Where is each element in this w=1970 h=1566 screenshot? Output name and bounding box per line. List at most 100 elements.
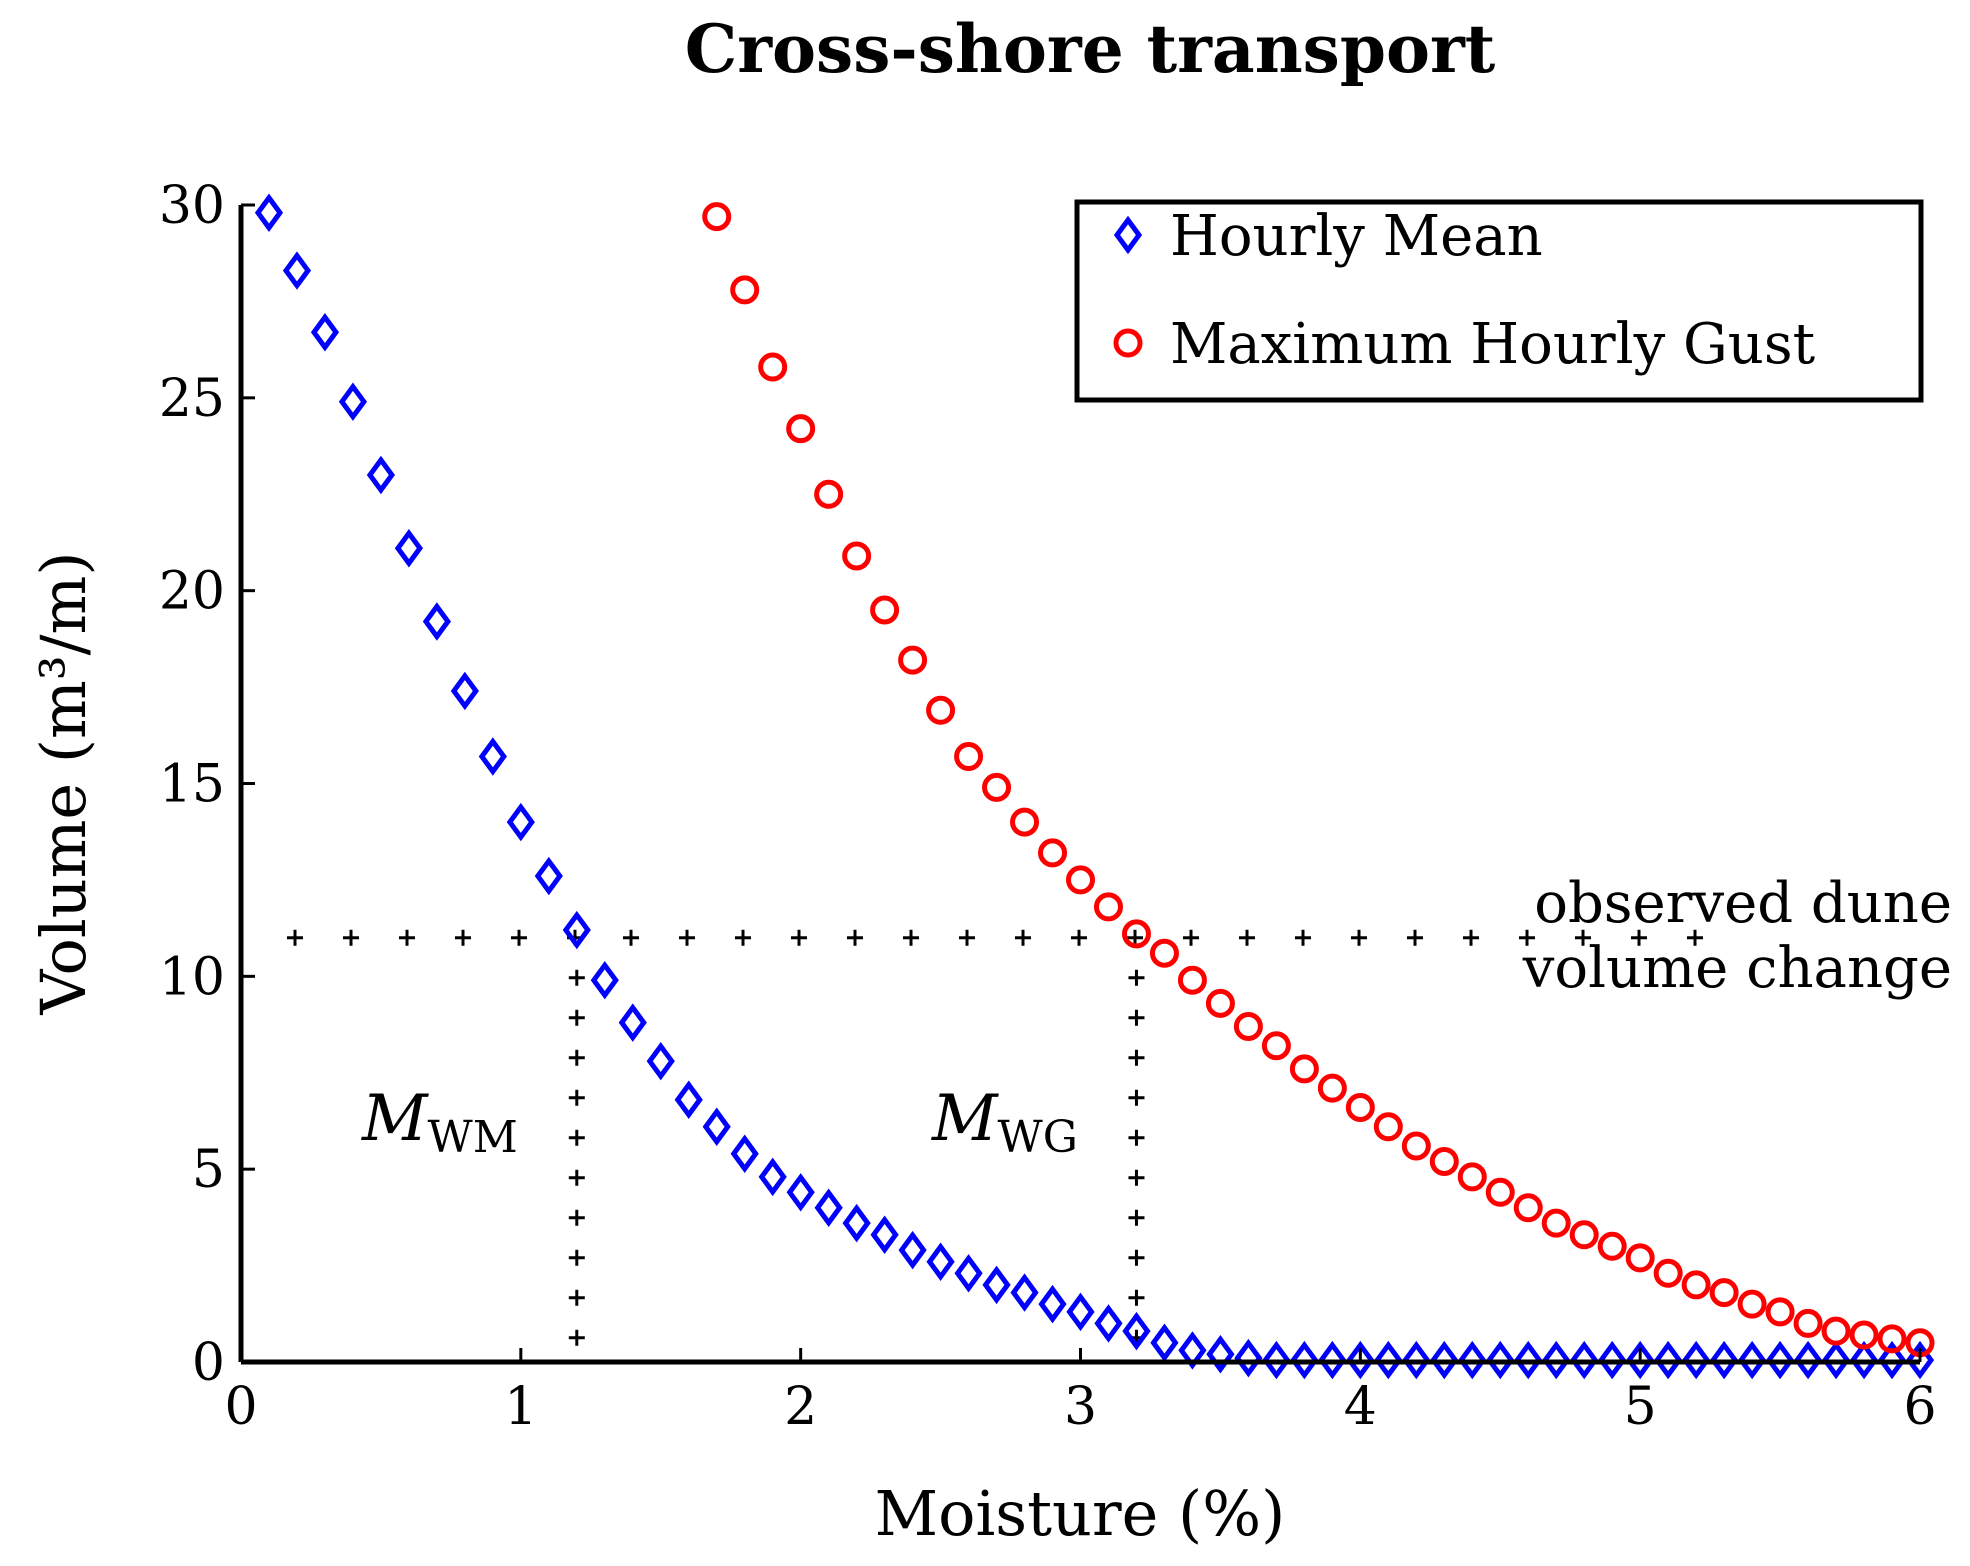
data-point xyxy=(366,455,396,495)
series-1 xyxy=(702,202,1935,1358)
x-axis-label: Moisture (%) xyxy=(875,1477,1286,1550)
data-point xyxy=(842,541,872,571)
data-point xyxy=(1150,1323,1179,1362)
data-point xyxy=(534,856,563,896)
x-tick-label: 5 xyxy=(1624,1377,1657,1437)
data-point xyxy=(1793,1308,1823,1338)
data-point xyxy=(1262,1340,1291,1380)
data-point xyxy=(926,1242,955,1281)
reference-plus-marker xyxy=(1351,929,1367,946)
data-point xyxy=(842,1203,871,1243)
reference-plus-marker xyxy=(847,929,863,946)
data-point xyxy=(1570,1340,1599,1380)
data-point xyxy=(1877,1324,1907,1354)
m-wm-label: MWM xyxy=(361,1082,518,1163)
data-point xyxy=(1821,1316,1851,1346)
data-point xyxy=(1541,1208,1571,1238)
data-point xyxy=(1233,1011,1263,1041)
data-point xyxy=(1485,1177,1515,1207)
data-point xyxy=(702,202,732,232)
data-point xyxy=(730,275,760,305)
data-point xyxy=(1205,988,1235,1018)
reference-plus-marker xyxy=(1128,1049,1145,1066)
legend-label: Hourly Mean xyxy=(1170,204,1543,269)
chart-title: Cross-shore transport xyxy=(685,10,1496,88)
reference-plus-marker xyxy=(679,929,695,946)
data-point xyxy=(1430,1340,1459,1380)
x-tick-label: 3 xyxy=(1064,1377,1097,1437)
data-point xyxy=(394,529,424,568)
data-point xyxy=(870,1215,899,1254)
y-tick-label: 5 xyxy=(192,1140,225,1200)
y-tick-label: 25 xyxy=(159,369,225,429)
data-point xyxy=(1681,1270,1711,1300)
data-point xyxy=(758,1157,787,1197)
data-point xyxy=(1877,1340,1907,1380)
data-point xyxy=(1149,938,1179,968)
observed-annotation-line2: volume change xyxy=(1522,936,1952,1001)
reference-plus-marker xyxy=(1575,929,1591,946)
reference-plus-marker xyxy=(1239,929,1255,946)
data-point xyxy=(1317,1073,1347,1103)
m-wm-symbol: M xyxy=(361,1082,429,1156)
data-point xyxy=(926,695,956,725)
data-point xyxy=(1094,1304,1123,1343)
y-tick-label: 10 xyxy=(159,947,225,1007)
x-tick-label: 1 xyxy=(504,1377,537,1437)
data-point xyxy=(814,1188,843,1227)
data-point xyxy=(646,1041,675,1081)
data-point xyxy=(1737,1340,1767,1380)
data-point xyxy=(758,352,788,382)
data-point xyxy=(1093,892,1123,922)
data-point xyxy=(1038,838,1068,868)
data-point xyxy=(1765,1340,1795,1380)
reference-plus-marker xyxy=(343,929,359,946)
data-point xyxy=(1401,1131,1431,1161)
reference-plus-marker xyxy=(1128,1129,1145,1146)
data-point xyxy=(1290,1340,1319,1380)
x-tick-label: 6 xyxy=(1903,1377,1936,1437)
data-point xyxy=(282,251,312,290)
data-point xyxy=(422,602,451,641)
data-point xyxy=(1737,1289,1767,1319)
data-point xyxy=(702,1107,731,1146)
data-point xyxy=(1113,328,1143,358)
reference-plus-marker xyxy=(1407,929,1423,946)
m-wg-symbol: M xyxy=(931,1082,999,1156)
reference-plus-marker xyxy=(1463,929,1479,946)
x-ticks: 0 1 2 3 4 5 6 xyxy=(224,1348,1937,1437)
reference-plus-marker xyxy=(1631,929,1647,946)
data-point xyxy=(1793,1340,1823,1380)
reference-plus-marker xyxy=(735,929,751,946)
reference-plus-marker xyxy=(511,929,527,946)
x-tick-label: 0 xyxy=(224,1377,257,1437)
data-point xyxy=(1709,1278,1739,1308)
reference-plus-marker xyxy=(1015,929,1031,946)
legend-label: Maximum Hourly Gust xyxy=(1170,312,1816,377)
y-axis-label: Volume (m³/m) xyxy=(27,551,100,1015)
data-point xyxy=(310,313,340,352)
observed-annotation-line1: observed dune xyxy=(1534,871,1952,936)
data-point xyxy=(1458,1340,1487,1380)
data-point xyxy=(1710,1340,1739,1380)
data-point xyxy=(786,1173,815,1212)
reference-plus-marker xyxy=(568,1049,585,1066)
reference-plus-marker xyxy=(1519,929,1535,946)
data-point xyxy=(1373,1112,1403,1142)
reference-plus-marker xyxy=(568,969,585,986)
data-point xyxy=(1177,965,1207,995)
data-point xyxy=(1346,1340,1375,1380)
legend-entry-0: Hourly Mean xyxy=(1113,204,1543,269)
reference-plus-marker xyxy=(568,1209,585,1226)
data-point xyxy=(1849,1340,1879,1380)
data-point xyxy=(898,645,928,675)
reference-plus-marker xyxy=(399,929,415,946)
reference-plus-marker xyxy=(959,929,975,946)
data-point xyxy=(1625,1243,1655,1273)
m-wm-subscript: WM xyxy=(428,1112,518,1163)
data-point xyxy=(338,382,368,421)
reference-plus-marker xyxy=(568,1169,585,1186)
data-point xyxy=(1849,1320,1879,1350)
data-point xyxy=(1597,1231,1627,1261)
